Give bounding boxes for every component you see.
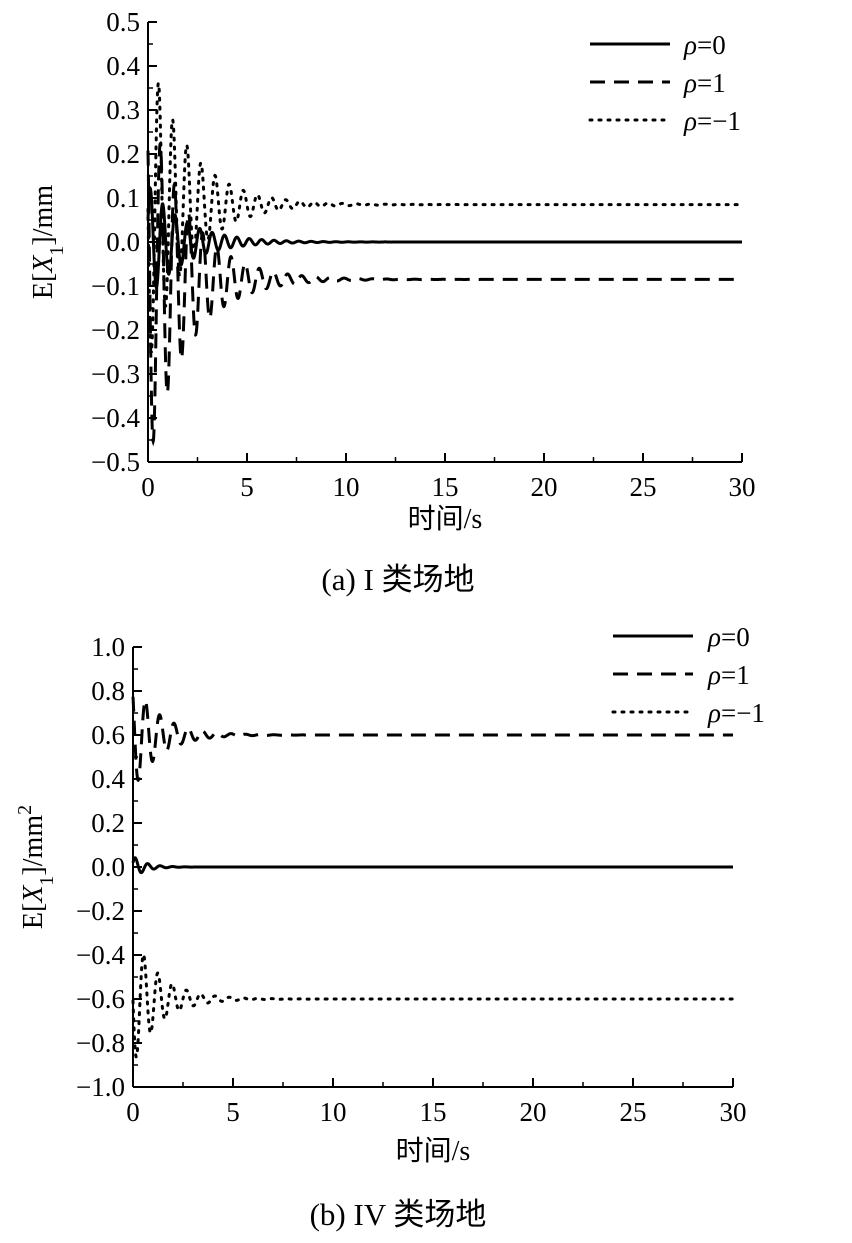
x-tick-label: 30 [729,472,756,502]
y-tick-label: 0.0 [106,227,140,257]
y-tick-label: 0.2 [91,808,125,838]
x-tick-label: 20 [531,472,558,502]
x-tick-label: 25 [630,472,657,502]
axes [132,646,734,1088]
series-layer [146,80,744,447]
y-tick-label: 0.8 [91,676,125,706]
x-tick-label: 0 [141,472,155,502]
axes [147,21,743,463]
x-tick-label: 15 [432,472,459,502]
y-tick-label: 0.2 [106,139,140,169]
legend-label: ρ=0 [683,30,726,60]
x-tick-label: 10 [320,1097,347,1127]
legend-label: ρ=1 [683,68,726,98]
y-tick-label: 0.0 [91,852,125,882]
x-tick-label: 0 [126,1097,140,1127]
y-tick-label: 1.0 [91,632,125,662]
series-line-solid [146,185,742,290]
y-axis-title: E[X1]/mm2 [14,805,58,929]
x-tick-label: 25 [620,1097,647,1127]
x-tick-label: 30 [720,1097,747,1127]
series-line-dashed [146,140,742,447]
chart-panel-b: 0 5 10 15 20 25 30 1.0 0.8 0.6 0.4 0.2 0.0 −0.2 −0.4 −0… [14,622,765,1232]
y-tick-label: −0.3 [91,359,140,389]
series-line-dotted [146,80,744,355]
y-tick-label: 0.6 [91,720,125,750]
x-tick-label: 15 [420,1097,447,1127]
y-tick-label: −1.0 [76,1072,125,1102]
y-tick-label: −0.2 [91,315,140,345]
tick-labels: 0 5 10 15 20 25 30 0.5 0.4 0.3 0.2 0.1 0.0 −0.1 −0.2 −0… [91,7,755,502]
legend-label: ρ=1 [707,660,750,690]
y-tick-label: −0.8 [76,1028,125,1058]
figure-caption: (b) IV 类场地 [310,1197,487,1232]
series-layer [131,696,735,1059]
x-axis-title: 时间/s [408,503,483,535]
series-line-dashed [131,696,733,782]
y-tick-label: 0.3 [106,95,140,125]
y-tick-label: −0.1 [91,271,140,301]
series-line-dotted [131,952,735,1059]
figure-caption: (a) I 类场地 [321,562,474,597]
legend: ρ=0 ρ=1 ρ=−1 [588,30,741,136]
series-line-solid [131,856,733,875]
y-tick-label: −0.2 [76,896,125,926]
legend: ρ=0 ρ=1 ρ=−1 [611,622,765,728]
y-tick-label: −0.4 [76,940,125,970]
y-tick-label: 0.4 [91,764,125,794]
x-tick-label: 5 [240,472,254,502]
y-tick-label: 0.5 [106,7,140,37]
chart-panel-a: 0 5 10 15 20 25 30 0.5 0.4 0.3 0.2 0.1 0.0 −0.1 −0.2 −0… [28,7,756,597]
x-tick-label: 20 [520,1097,547,1127]
y-tick-label: −0.6 [76,984,125,1014]
x-tick-label: 5 [226,1097,240,1127]
y-tick-label: 0.1 [106,183,140,213]
legend-label: ρ=0 [707,622,750,652]
x-tick-label: 10 [333,472,360,502]
y-tick-label: −0.5 [91,447,140,477]
y-axis-title: E[X1]/mm [28,185,68,299]
tick-labels: 0 5 10 15 20 25 30 1.0 0.8 0.6 0.4 0.2 0.0 −0.2 −0.4 −0… [76,632,746,1127]
legend-label: ρ=−1 [683,106,741,136]
y-tick-label: 0.4 [106,51,140,81]
x-axis-title: 时间/s [396,1135,471,1167]
y-tick-label: −0.4 [91,403,140,433]
legend-label: ρ=−1 [707,698,765,728]
